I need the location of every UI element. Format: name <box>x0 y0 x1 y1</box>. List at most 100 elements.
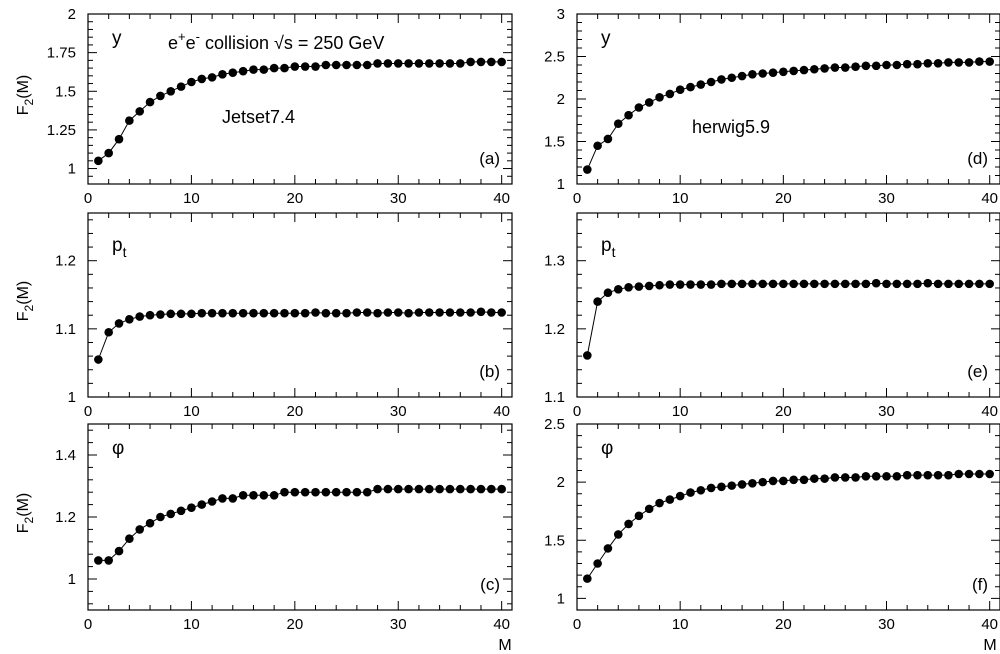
y-tick-label: 1.2 <box>55 509 76 526</box>
data-point <box>696 280 706 289</box>
data-point <box>218 494 227 503</box>
data-point <box>758 279 768 289</box>
data-point <box>603 544 613 553</box>
data-point <box>424 59 434 68</box>
y-tick-label: 1 <box>557 176 565 193</box>
data-point <box>311 487 320 497</box>
data-point <box>882 60 891 70</box>
x-tick-label: 20 <box>286 403 303 420</box>
data-point <box>321 487 331 497</box>
data-point <box>259 491 269 500</box>
data-point <box>830 473 840 482</box>
y-tick-label: 1.4 <box>55 447 76 464</box>
x-tick-label: 40 <box>981 616 998 633</box>
data-point <box>737 71 747 81</box>
data-point <box>424 484 434 494</box>
data-point <box>414 308 424 317</box>
data-point <box>424 308 434 317</box>
data-point <box>435 308 444 317</box>
data-point <box>218 69 227 79</box>
data-point <box>758 477 768 487</box>
data-point <box>861 61 871 71</box>
data-point <box>851 473 860 482</box>
data-point <box>861 279 871 289</box>
data-point <box>779 279 788 289</box>
panel-tag: (d) <box>967 149 988 168</box>
y-tick-label: 2 <box>557 91 565 108</box>
data-point <box>238 66 248 76</box>
panel-tag: (c) <box>480 575 500 594</box>
data-point <box>954 58 964 67</box>
data-point <box>393 59 403 68</box>
data-point <box>383 308 393 317</box>
data-point <box>975 279 984 289</box>
data-point <box>176 506 186 516</box>
data-point <box>156 91 165 101</box>
data-point <box>311 308 320 317</box>
data-point <box>352 487 362 497</box>
data-point <box>717 482 726 492</box>
data-point <box>187 503 196 512</box>
data-point <box>207 73 217 82</box>
data-point <box>902 470 912 480</box>
data-point <box>135 312 145 321</box>
data-point <box>675 280 685 289</box>
data-point <box>820 64 829 73</box>
variable-label: φ <box>112 438 124 459</box>
data-point <box>583 351 592 360</box>
y-tick-label: 1 <box>557 590 565 607</box>
data-point <box>665 495 675 504</box>
data-point <box>634 282 644 291</box>
data-point <box>665 280 675 289</box>
data-point <box>249 491 258 500</box>
x-tick-label: 0 <box>573 616 581 633</box>
data-point <box>985 279 994 289</box>
data-point <box>789 66 798 76</box>
data-point <box>466 308 475 317</box>
data-point <box>665 89 675 99</box>
data-point <box>717 279 726 289</box>
y-axis-title: F2(M) <box>15 493 36 533</box>
data-point <box>871 61 881 71</box>
y-tick-label: 1.5 <box>544 532 565 549</box>
data-point <box>476 57 486 67</box>
x-tick-label: 20 <box>286 616 303 633</box>
plot-frame <box>576 13 1000 185</box>
data-point <box>300 62 310 71</box>
data-point <box>269 308 279 318</box>
y-axis-title: F2(M) <box>15 281 36 321</box>
data-point <box>944 470 953 480</box>
x-tick-label: 30 <box>878 616 895 633</box>
data-point <box>686 488 695 497</box>
data-point <box>228 308 238 318</box>
data-point <box>696 485 706 495</box>
data-point <box>923 59 933 68</box>
fit-curve <box>98 61 502 162</box>
data-point <box>861 472 871 481</box>
data-point <box>114 546 124 556</box>
data-point <box>156 310 165 319</box>
data-point <box>809 279 819 289</box>
data-point <box>603 134 613 144</box>
data-point <box>383 484 393 494</box>
data-point <box>706 483 716 493</box>
x-tick-label: 40 <box>493 616 510 633</box>
data-point <box>249 308 258 318</box>
variable-label: y <box>601 28 611 49</box>
x-tick-label: 20 <box>286 190 303 207</box>
plot-frame <box>87 423 513 611</box>
data-point <box>435 484 444 494</box>
data-point <box>218 308 227 318</box>
data-point <box>923 470 933 480</box>
fit-curve <box>98 488 502 561</box>
fit-curve <box>586 61 990 170</box>
data-point <box>342 308 351 318</box>
data-point <box>975 57 984 66</box>
data-point <box>748 478 757 488</box>
data-point <box>727 279 737 289</box>
data-point <box>799 475 809 485</box>
data-point <box>497 57 506 67</box>
data-point <box>593 141 602 151</box>
data-point <box>882 279 891 289</box>
data-point <box>706 77 716 87</box>
